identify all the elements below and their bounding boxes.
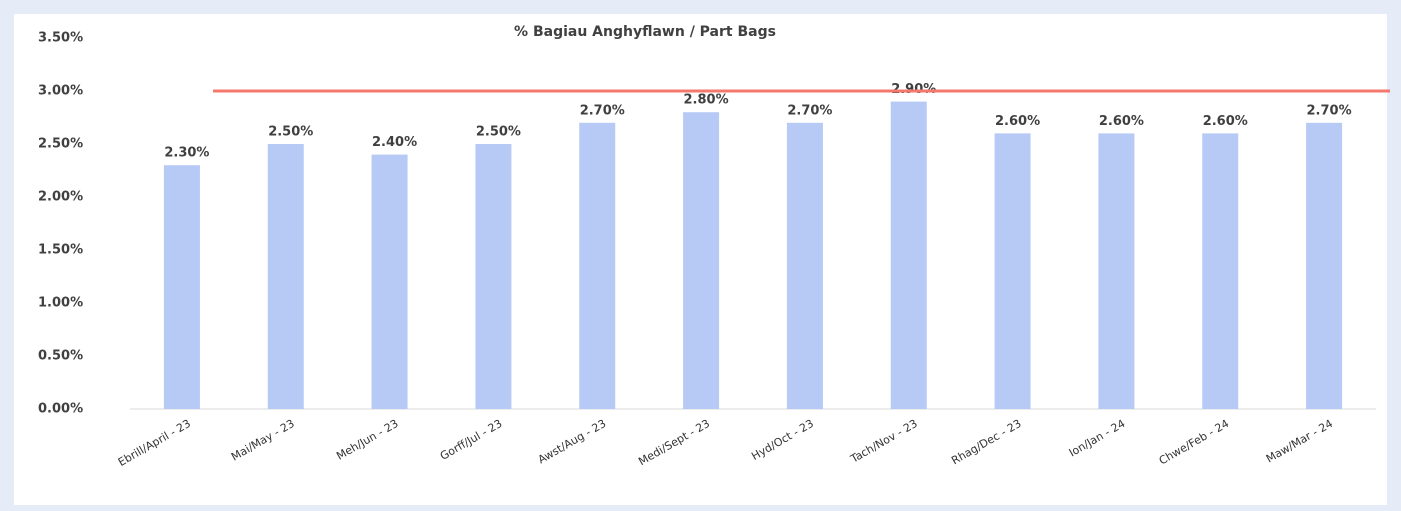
bar	[267, 144, 304, 409]
bar	[163, 165, 200, 409]
data-label: 2.60%	[995, 114, 1040, 129]
bar	[786, 122, 823, 410]
y-tick-label: 0.00%	[38, 402, 83, 417]
y-tick-label: 3.50%	[38, 31, 83, 46]
bar	[579, 122, 616, 410]
y-tick-label: 3.00%	[38, 84, 83, 99]
y-tick-label: 1.00%	[38, 296, 83, 311]
y-tick-label: 2.00%	[38, 190, 83, 205]
bar	[1306, 122, 1343, 410]
bar	[1098, 133, 1135, 409]
data-label: 2.60%	[1099, 114, 1144, 129]
bar	[683, 112, 720, 409]
data-label: 2.30%	[164, 146, 209, 161]
y-tick-label: 2.50%	[38, 137, 83, 152]
data-label: 2.80%	[684, 93, 729, 108]
bar	[475, 144, 512, 409]
bar	[890, 101, 927, 409]
data-label: 2.70%	[787, 103, 832, 118]
data-label: 2.50%	[268, 125, 313, 140]
y-tick-label: 1.50%	[38, 243, 83, 258]
bar	[1202, 133, 1239, 409]
y-tick-label: 0.50%	[38, 349, 83, 364]
data-label: 2.70%	[580, 103, 625, 118]
data-label: 2.70%	[1307, 103, 1352, 118]
data-label: 2.40%	[372, 135, 417, 150]
data-label: 2.60%	[1203, 114, 1248, 129]
bar	[371, 154, 408, 409]
bar	[994, 133, 1031, 409]
chart-title: % Bagiau Anghyflawn / Part Bags	[514, 24, 776, 40]
data-label: 2.50%	[476, 125, 521, 140]
